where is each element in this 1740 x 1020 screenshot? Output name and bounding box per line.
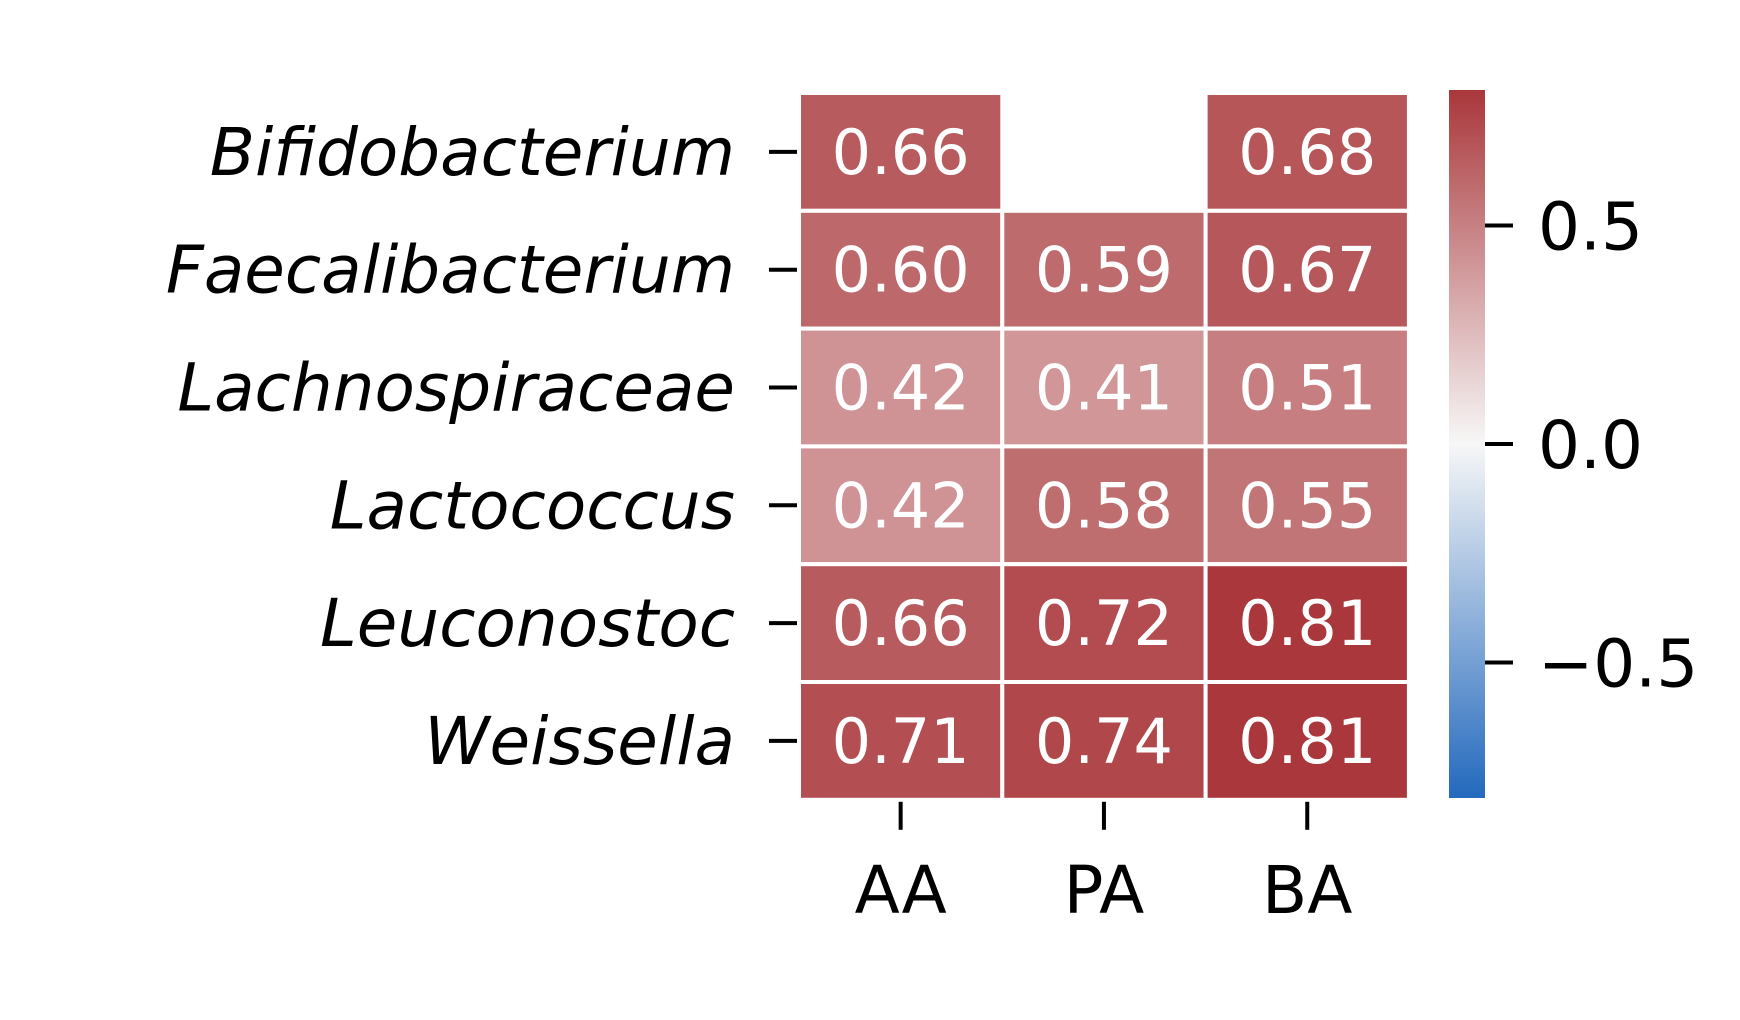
cell-value-label: 0.58 [1035, 469, 1173, 542]
cell-value-label: 0.42 [832, 469, 970, 542]
cell-value-label: 0.81 [1238, 705, 1376, 778]
x-tick-label-aa: AA [855, 852, 947, 929]
heatmap-cell-leuconostoc-aa [797, 562, 1005, 685]
x-axis: AA PA BA [855, 801, 1352, 929]
cell-value-label: 0.74 [1035, 705, 1173, 778]
cell-value-label: 0.66 [832, 116, 970, 189]
y-tick-label-faecalibacterium: Faecalibacterium [166, 232, 735, 309]
heatmap-cell-leuconostoc-ba [1203, 562, 1411, 685]
heatmap-cell-lachnospiraceae-aa [797, 326, 1005, 449]
heatmap-cells [797, 91, 1411, 802]
x-tick-label-pa: PA [1064, 852, 1145, 929]
cell-value-label: 0.41 [1035, 352, 1173, 425]
heatmap-cell-lachnospiraceae-ba [1203, 326, 1411, 449]
y-tick-label-lactococcus: Lactococcus [330, 467, 735, 544]
cell-value-label: 0.81 [1238, 587, 1376, 660]
y-tick-label-weissella: Weissella [424, 703, 735, 780]
x-tick-label-ba: BA [1262, 852, 1352, 929]
cell-value-label: 0.51 [1238, 352, 1376, 425]
heatmap-cell-bifidobacterium-aa [797, 91, 1005, 213]
cell-value-label: 0.67 [1238, 234, 1376, 307]
heatmap-cell-bifidobacterium-ba [1203, 91, 1411, 213]
heatmap-cell-weissella-pa [1000, 680, 1208, 802]
cell-value-label: 0.42 [832, 352, 970, 425]
cell-value-label: 0.66 [832, 587, 970, 660]
y-tick-label-leuconostoc: Leuconostoc [320, 585, 735, 662]
heatmap-cell-weissella-ba [1203, 680, 1411, 802]
cell-value-label: 0.68 [1238, 116, 1376, 189]
colorbar-tick-label: 0.5 [1538, 188, 1643, 265]
colorbar-tick-label: 0.0 [1538, 407, 1643, 484]
y-axis: Bifidobacterium Faecalibacterium Lachnospi… [166, 114, 797, 780]
cell-value-label: 0.72 [1035, 587, 1173, 660]
heatmap-cell-lactococcus-pa [1000, 444, 1208, 567]
y-tick-label-lachnospiraceae: Lachnospiraceae [177, 350, 735, 427]
y-tick-label-bifidobacterium: Bifidobacterium [210, 114, 735, 191]
cell-value-label: 0.59 [1035, 234, 1173, 307]
heatmap-cell-lactococcus-ba [1203, 444, 1411, 567]
cell-value-label: 0.71 [832, 705, 970, 778]
cell-value-label: 0.55 [1238, 469, 1376, 542]
cell-value-label: 0.60 [832, 234, 970, 307]
colorbar: 0.5 0.0 −0.5 [1449, 90, 1698, 798]
colorbar-gradient [1449, 90, 1485, 798]
cell-value-labels: 0.66 0.68 0.60 0.59 0.67 0.42 0.41 0.51 0.42 0.58… [832, 116, 1377, 778]
colorbar-tick-label: −0.5 [1538, 626, 1698, 703]
